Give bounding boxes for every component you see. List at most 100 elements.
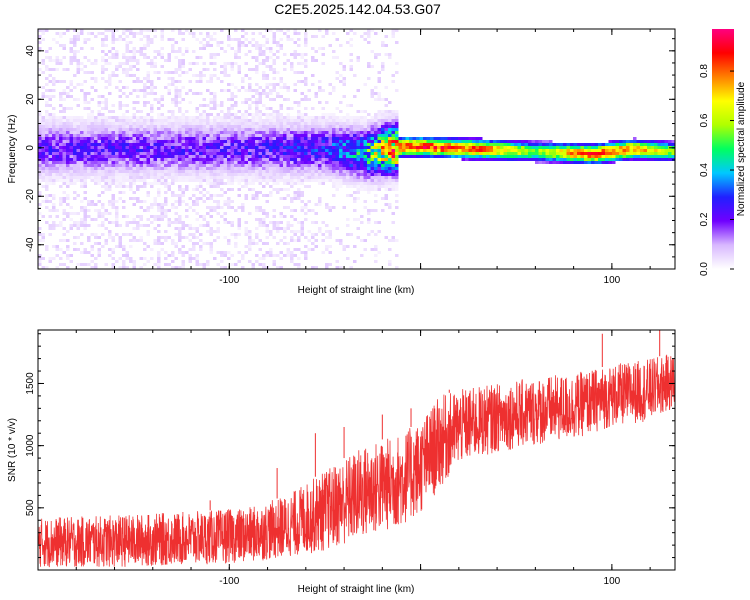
spectrogram-cell [129, 176, 133, 179]
spectrogram-cell [175, 161, 179, 164]
spectrogram-cell [546, 149, 550, 152]
spectrogram-cell [105, 182, 109, 185]
spectrogram-cell [290, 251, 294, 254]
spectrogram-cell [297, 263, 301, 266]
spectrogram-cell [136, 140, 140, 143]
spectrogram-cell [231, 149, 235, 152]
spectrogram-cell [353, 149, 357, 152]
spectrogram-cell [49, 173, 53, 176]
spectrogram-cell [45, 176, 49, 179]
spectrogram-cell [154, 161, 158, 164]
spectrogram-cell [623, 155, 627, 158]
spectrogram-cell [661, 155, 665, 158]
spectrogram-cell [241, 134, 245, 137]
spectrogram-cell [259, 224, 263, 227]
spectrogram-cell [105, 38, 109, 41]
spectrogram-cell [108, 77, 112, 80]
spectrogram-cell [38, 137, 42, 140]
spectrogram-cell [315, 164, 319, 167]
spectrogram-cell [301, 134, 305, 137]
spectrogram-cell [189, 176, 193, 179]
spectrogram-cell [297, 116, 301, 119]
spectrogram-cell [213, 92, 217, 95]
spectrogram-cell [490, 155, 494, 158]
spectrogram-cell [199, 191, 203, 194]
spectrogram-cell [259, 158, 263, 161]
spectrogram-cell [192, 119, 196, 122]
spectrogram-cell [105, 179, 109, 182]
spectrogram-cell [224, 146, 228, 149]
spectrogram-cell [287, 119, 291, 122]
spectrogram-cell [360, 146, 364, 149]
spectrogram-cell [346, 146, 350, 149]
spectrogram-cell [98, 248, 102, 251]
spectrogram-cell [255, 194, 259, 197]
spectrogram-cell [52, 89, 56, 92]
spectrogram-cell [192, 128, 196, 131]
spectrogram-cell [336, 128, 340, 131]
spectrogram-cell [451, 155, 455, 158]
spectrogram-cell [210, 194, 214, 197]
spectrogram-cell [346, 161, 350, 164]
spectrogram-cell [287, 140, 291, 143]
spectrogram-cell [126, 125, 130, 128]
spectrogram-cell [388, 146, 392, 149]
spectrogram-cell [602, 155, 606, 158]
spectrogram-cell [434, 140, 438, 143]
spectrogram-cell [322, 89, 326, 92]
spectrogram-cell [287, 149, 291, 152]
spectrogram-cell [633, 152, 637, 155]
spectrogram-cell [332, 167, 336, 170]
spectrogram-cell [262, 53, 266, 56]
spectrogram-cell [339, 170, 343, 173]
spectrogram-cell [147, 218, 151, 221]
spectrogram-cell [143, 182, 147, 185]
spectrogram-cell [203, 170, 207, 173]
spectrogram-cell [339, 185, 343, 188]
spectrogram-cell [87, 32, 91, 35]
spectrogram-cell [168, 158, 172, 161]
spectrogram-cell [280, 152, 284, 155]
spectrogram-cell [283, 62, 287, 65]
spectrogram-cell [640, 140, 644, 143]
spectrogram-cell [395, 41, 399, 44]
spectrogram-cell [66, 245, 70, 248]
spectrogram-cell [630, 146, 634, 149]
spectrogram-cell [122, 86, 126, 89]
spectrogram-cell [350, 233, 354, 236]
spectrogram-cell [304, 152, 308, 155]
spectrogram-cell [56, 119, 60, 122]
spectrogram-cell [532, 146, 536, 149]
spectrogram-cell [360, 122, 364, 125]
spectrogram-cell [206, 104, 210, 107]
spectrogram-cell [231, 98, 235, 101]
spectrogram-cell [560, 146, 564, 149]
spectrogram-cell [217, 44, 221, 47]
spectrogram-cell [381, 158, 385, 161]
spectrogram-cell [360, 188, 364, 191]
spectrogram-cell [45, 164, 49, 167]
spectrogram-cell [122, 104, 126, 107]
spectrogram-cell [332, 155, 336, 158]
spectrogram-cell [367, 179, 371, 182]
spectrogram-cell [206, 173, 210, 176]
spectrogram-cell [255, 56, 259, 59]
spectrogram-cell [332, 194, 336, 197]
colorbar-tick-label: 0.4 [699, 163, 710, 177]
spectrogram-cell [63, 47, 67, 50]
spectrogram-cell [497, 149, 501, 152]
spectrogram-cell [52, 182, 56, 185]
spectrogram-cell [185, 143, 189, 146]
spectrogram-cell [171, 80, 175, 83]
spectrogram-cell [420, 155, 424, 158]
spectrogram-cell [126, 44, 130, 47]
spectrogram-cell [245, 140, 249, 143]
spectrogram-cell [252, 149, 256, 152]
spectrogram-cell [199, 167, 203, 170]
spectrogram-cell [248, 137, 252, 140]
spectrogram-cell [262, 158, 266, 161]
spectrogram-cell [241, 149, 245, 152]
spectrogram-cell [203, 116, 207, 119]
spectrogram-cell [49, 146, 53, 149]
spectrogram-cell [241, 140, 245, 143]
